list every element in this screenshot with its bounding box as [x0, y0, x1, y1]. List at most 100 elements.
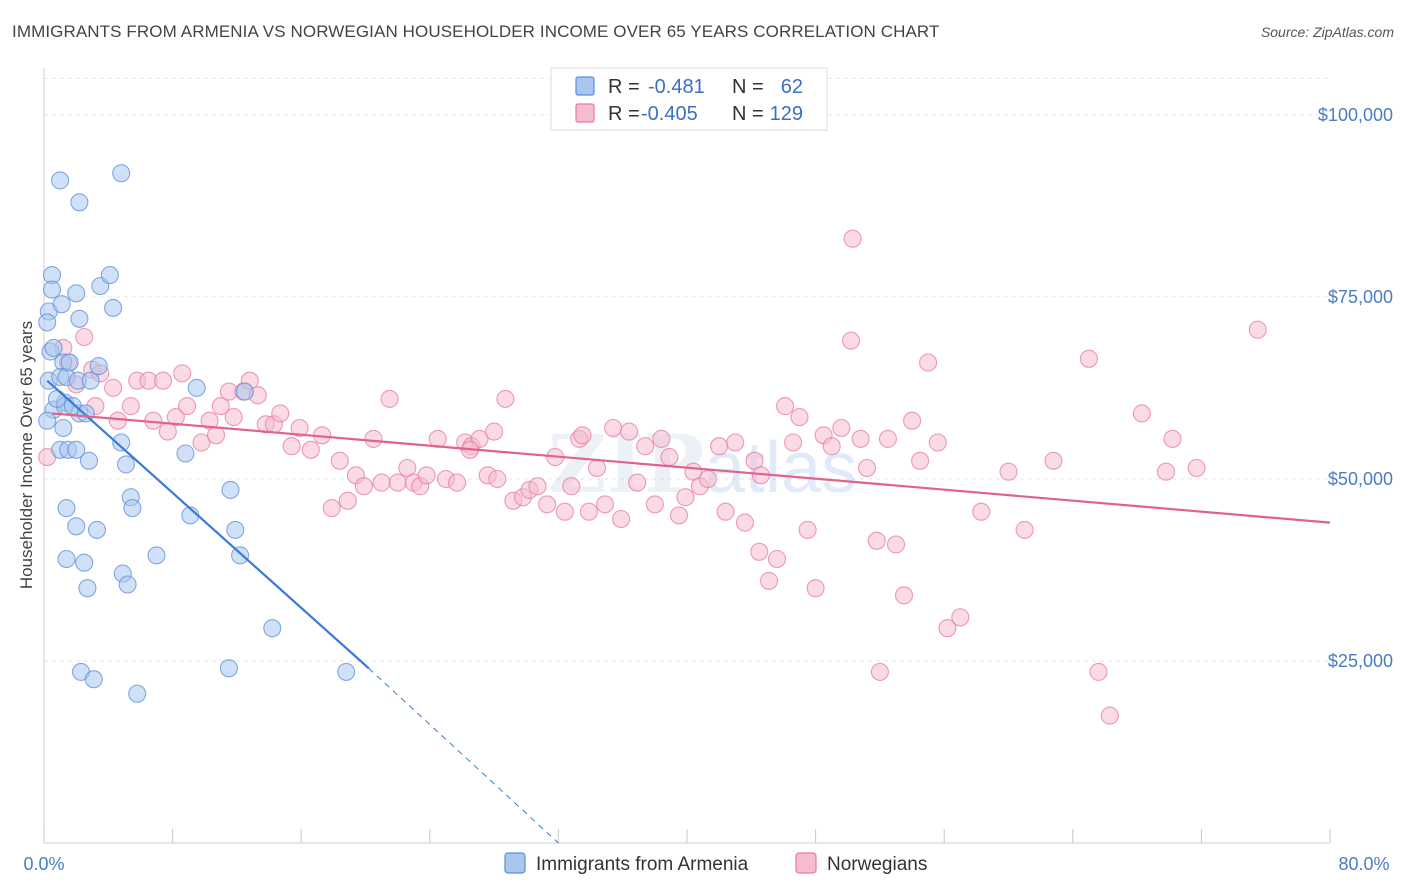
armenia-point-33 — [84, 670, 103, 689]
legend-r-value-norwegians: -0.405 — [641, 103, 698, 125]
armenia-point-60 — [44, 338, 63, 357]
armenia-point-37 — [100, 266, 119, 285]
armenia-point-52 — [219, 659, 238, 678]
norwegian-point-76 — [660, 448, 679, 467]
norwegian-point-14 — [153, 371, 173, 390]
norwegian-point-102 — [878, 429, 897, 448]
norwegian-point-50 — [448, 473, 467, 492]
norwegian-point-124 — [870, 662, 889, 681]
norwegian-point-83 — [716, 502, 735, 521]
armenia-point-30 — [79, 451, 99, 470]
norwegian-point-81 — [698, 469, 717, 489]
norwegian-point-107 — [919, 353, 938, 372]
norwegian-point-116 — [1089, 662, 1108, 681]
norwegian-point-68 — [595, 495, 615, 514]
armenia-point-48 — [176, 444, 195, 463]
norwegian-point-78 — [676, 488, 695, 507]
norwegian-point-103 — [886, 535, 906, 554]
norwegian-point-16 — [166, 408, 185, 427]
norwegian-point-122 — [1248, 320, 1267, 339]
armenia-point-9 — [52, 295, 71, 314]
norwegian-point-47 — [417, 466, 436, 485]
norwegian-point-118 — [1132, 404, 1151, 423]
norwegian-point-112 — [999, 462, 1018, 481]
armenia-point-53 — [226, 520, 245, 539]
legend-r-label-norwegians: R = — [608, 103, 640, 125]
norwegian-point-21 — [206, 426, 226, 445]
series-armenia — [38, 164, 356, 703]
norwegian-point-43 — [388, 473, 407, 492]
armenia-point-28 — [75, 553, 94, 572]
norwegian-point-36 — [330, 451, 349, 470]
norwegian-point-77 — [669, 506, 689, 525]
armenia-point-35 — [87, 520, 107, 539]
norwegian-point-123 — [843, 229, 862, 248]
source-label: Source: ZipAtlas.com — [1260, 24, 1394, 40]
armenia-point-17 — [57, 549, 76, 569]
legend-swatch-armenia — [575, 76, 595, 96]
armenia-point-57 — [337, 662, 356, 681]
armenia-point-29 — [78, 579, 97, 598]
trend-line-armenia — [46, 379, 370, 670]
norwegian-point-70 — [612, 509, 631, 529]
norwegian-point-125 — [750, 542, 769, 561]
armenia-point-46 — [128, 684, 147, 703]
armenia-point-55 — [235, 382, 254, 401]
armenia-point-50 — [187, 378, 206, 397]
gridlines — [44, 78, 1330, 662]
series-legend: Immigrants from Armenia Norwegians — [504, 852, 927, 875]
norwegian-point-9 — [108, 411, 127, 430]
norwegian-point-55 — [488, 469, 507, 489]
norwegian-point-42 — [380, 389, 399, 408]
trend-line-norwegians — [51, 412, 1331, 524]
norwegian-point-119 — [1156, 462, 1176, 481]
norwegian-point-31 — [282, 437, 301, 456]
armenia-point-25 — [67, 517, 86, 536]
norwegian-point-17 — [173, 364, 192, 383]
norwegian-point-98 — [841, 331, 861, 350]
norwegian-point-61 — [538, 495, 557, 514]
norwegian-point-89 — [767, 549, 787, 569]
norwegian-point-110 — [951, 608, 970, 627]
trend-line-armenia-extension — [368, 667, 559, 844]
norwegian-point-111 — [972, 502, 991, 521]
y-tick-label-2: $75,000 — [1328, 287, 1393, 307]
norwegian-point-126 — [573, 426, 592, 445]
armenia-point-16 — [57, 499, 76, 518]
norwegian-point-99 — [851, 429, 870, 448]
norwegian-point-10 — [121, 397, 140, 416]
legend-n-value-norwegians: 129 — [770, 103, 803, 125]
armenia-point-56 — [263, 619, 282, 638]
norwegian-point-94 — [806, 579, 825, 598]
norwegian-point-73 — [636, 437, 655, 456]
armenia-point-24 — [67, 440, 86, 459]
y-tick-label-3: $100,000 — [1318, 105, 1393, 125]
armenia-point-7 — [38, 411, 57, 430]
armenia-point-43 — [118, 575, 137, 594]
norwegian-point-96 — [822, 437, 841, 456]
norwegian-point-90 — [776, 397, 795, 416]
norwegian-point-74 — [645, 495, 664, 514]
norwegian-point-19 — [192, 433, 211, 452]
armenia-point-36 — [89, 357, 108, 376]
x-tick-label-max: 80.0% — [1338, 854, 1389, 874]
norwegian-point-92 — [790, 408, 809, 427]
bottom-swatch-norwegians — [795, 852, 817, 874]
y-tick-label-0: $25,000 — [1328, 651, 1393, 671]
legend-n-label-armenia: N = — [732, 76, 764, 98]
norwegian-point-104 — [894, 586, 914, 605]
norwegian-point-84 — [726, 433, 745, 452]
norwegian-point-121 — [1187, 458, 1206, 478]
norwegian-point-113 — [1015, 520, 1034, 539]
armenia-point-38 — [104, 298, 123, 317]
norwegian-point-127 — [485, 422, 504, 441]
armenia-point-1 — [42, 280, 62, 299]
norwegian-point-106 — [911, 451, 930, 470]
norwegian-point-88 — [759, 571, 779, 590]
norwegian-point-30 — [271, 404, 290, 423]
norwegian-point-63 — [555, 502, 574, 521]
armenia-point-54 — [231, 546, 250, 565]
x-ticks — [43, 829, 1331, 843]
norwegian-point-100 — [857, 458, 877, 478]
